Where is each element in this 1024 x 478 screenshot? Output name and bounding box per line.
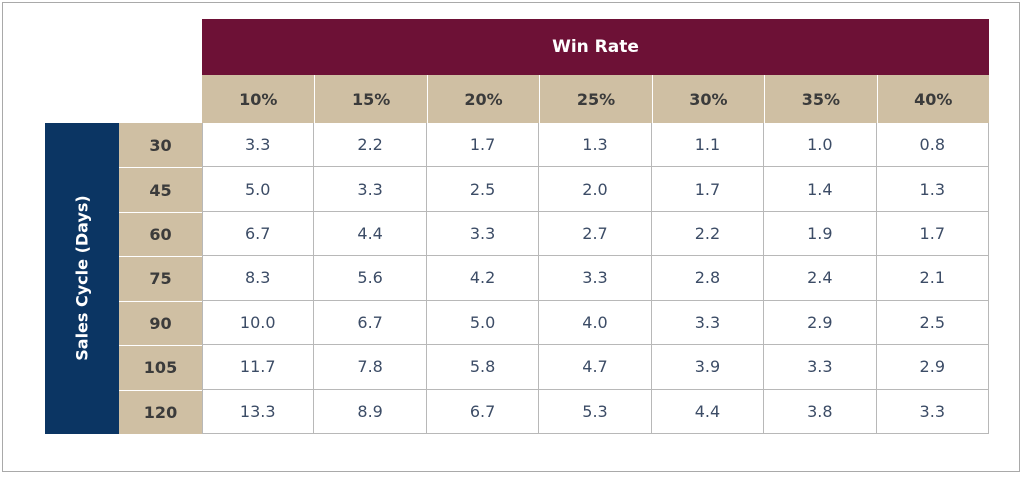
value-cell: 3.3 xyxy=(876,389,989,434)
value-cell: 1.1 xyxy=(651,123,765,168)
value-cell: 8.3 xyxy=(202,256,315,301)
value-cell: 11.7 xyxy=(202,345,315,390)
value-cell: 5.3 xyxy=(539,389,652,434)
value-cell: 2.7 xyxy=(539,211,652,257)
value-cell: 1.3 xyxy=(876,167,989,212)
row-header: 30 xyxy=(119,123,202,168)
row-header: 105 xyxy=(119,345,202,390)
value-cell: 4.7 xyxy=(539,345,652,390)
value-cell: 4.2 xyxy=(426,256,540,301)
value-cell: 3.8 xyxy=(764,389,877,434)
column-header: 10% xyxy=(202,75,315,123)
value-cell: 2.8 xyxy=(651,256,765,301)
value-cell: 3.9 xyxy=(651,345,765,390)
value-cell: 3.3 xyxy=(764,345,877,390)
value-cell: 5.0 xyxy=(202,167,315,212)
column-header: 35% xyxy=(764,75,877,123)
column-header: 20% xyxy=(426,75,540,123)
value-cell: 4.0 xyxy=(539,300,652,346)
value-cell: 1.0 xyxy=(764,123,877,168)
value-cell: 0.8 xyxy=(876,123,989,168)
row-header: 45 xyxy=(119,167,202,212)
value-cell: 3.3 xyxy=(314,167,427,212)
value-cell: 4.4 xyxy=(314,211,427,257)
row-header: 90 xyxy=(119,300,202,346)
value-cell: 2.9 xyxy=(764,300,877,346)
value-cell: 6.7 xyxy=(426,389,540,434)
value-cell: 13.3 xyxy=(202,389,315,434)
value-cell: 10.0 xyxy=(202,300,315,346)
value-cell: 3.3 xyxy=(539,256,652,301)
win-rate-label: Win Rate xyxy=(552,37,639,57)
win-rate-header: Win Rate xyxy=(202,19,989,75)
column-header: 15% xyxy=(314,75,427,123)
value-cell: 2.2 xyxy=(651,211,765,257)
value-cell: 8.9 xyxy=(314,389,427,434)
value-cell: 2.0 xyxy=(539,167,652,212)
value-cell: 5.0 xyxy=(426,300,540,346)
row-header: 120 xyxy=(119,389,202,434)
value-cell: 1.4 xyxy=(764,167,877,212)
value-cell: 1.7 xyxy=(876,211,989,257)
value-cell: 5.8 xyxy=(426,345,540,390)
value-cell: 1.7 xyxy=(426,123,540,168)
sales-cycle-label: Sales Cycle (Days) xyxy=(72,195,92,361)
value-cell: 1.3 xyxy=(539,123,652,168)
sales-cycle-header: Sales Cycle (Days) xyxy=(45,123,119,434)
row-header: 75 xyxy=(119,256,202,301)
value-cell: 1.7 xyxy=(651,167,765,212)
column-header: 25% xyxy=(539,75,652,123)
value-cell: 7.8 xyxy=(314,345,427,390)
value-cell: 1.9 xyxy=(764,211,877,257)
value-cell: 4.4 xyxy=(651,389,765,434)
value-cell: 3.3 xyxy=(651,300,765,346)
column-header: 30% xyxy=(651,75,765,123)
value-cell: 2.1 xyxy=(876,256,989,301)
value-cell: 6.7 xyxy=(314,300,427,346)
row-header: 60 xyxy=(119,211,202,257)
value-cell: 3.3 xyxy=(426,211,540,257)
value-cell: 5.6 xyxy=(314,256,427,301)
value-cell: 3.3 xyxy=(202,123,315,168)
column-header: 40% xyxy=(876,75,989,123)
value-cell: 6.7 xyxy=(202,211,315,257)
value-cell: 2.4 xyxy=(764,256,877,301)
value-cell: 2.2 xyxy=(314,123,427,168)
value-cell: 2.5 xyxy=(876,300,989,346)
value-cell: 2.9 xyxy=(876,345,989,390)
value-cell: 2.5 xyxy=(426,167,540,212)
